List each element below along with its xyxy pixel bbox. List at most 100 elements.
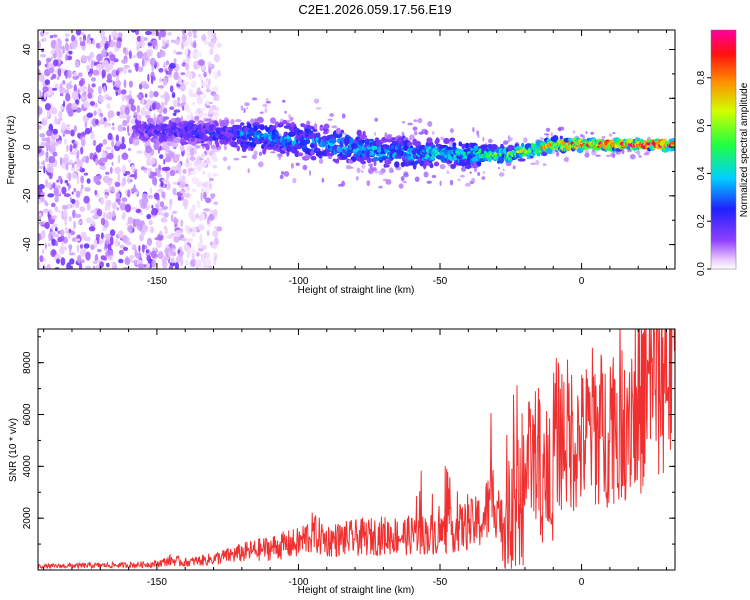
noise-blob — [93, 239, 98, 248]
noise-blob — [147, 194, 154, 199]
noise-blob — [130, 164, 135, 172]
noise-blob — [374, 131, 377, 136]
noise-blob — [169, 169, 176, 177]
noise-blob — [215, 116, 218, 121]
noise-blob — [59, 229, 65, 236]
noise-blob — [154, 237, 161, 241]
noise-blob — [105, 96, 113, 101]
noise-blob — [186, 185, 190, 191]
noise-blob — [111, 261, 114, 267]
noise-blob — [44, 242, 47, 250]
noise-blob — [49, 35, 54, 39]
band-cell — [335, 127, 341, 135]
band-cell — [322, 131, 329, 135]
band-cell — [546, 147, 553, 154]
noise-blob — [41, 230, 46, 239]
noise-blob — [104, 233, 111, 240]
band-cell — [541, 151, 548, 157]
noise-blob — [208, 102, 214, 104]
noise-blob — [116, 207, 119, 211]
noise-blob — [160, 102, 165, 108]
band-cell — [394, 161, 400, 168]
noise-blob — [127, 175, 131, 185]
noise-blob — [227, 165, 231, 171]
noise-blob — [77, 149, 80, 157]
noise-blob — [55, 240, 59, 247]
noise-blob — [156, 199, 160, 206]
noise-blob — [585, 149, 589, 154]
noise-blob — [108, 255, 113, 261]
noise-blob — [147, 42, 153, 47]
noise-blob — [108, 184, 111, 193]
noise-blob — [193, 48, 198, 54]
noise-blob — [213, 251, 217, 257]
noise-blob — [38, 221, 45, 226]
noise-blob — [146, 158, 152, 167]
noise-blob — [91, 77, 96, 82]
noise-blob — [153, 76, 156, 81]
noise-blob — [130, 206, 138, 211]
noise-blob — [119, 143, 127, 150]
noise-blob — [89, 152, 94, 160]
noise-blob — [81, 55, 88, 63]
noise-blob — [472, 126, 475, 133]
colorbar-gradient — [711, 30, 736, 269]
noise-blob — [476, 130, 480, 134]
noise-blob — [214, 237, 219, 246]
noise-blob — [98, 95, 105, 103]
noise-blob — [196, 95, 203, 105]
noise-blob — [78, 80, 84, 87]
noise-blob — [85, 251, 91, 261]
noise-blob — [75, 99, 79, 105]
noise-blob — [43, 165, 46, 174]
noise-blob — [45, 140, 51, 150]
x-tick-label: -150 — [147, 276, 167, 287]
noise-blob — [44, 79, 51, 86]
noise-blob — [206, 79, 210, 86]
noise-blob — [71, 34, 76, 43]
noise-blob — [106, 73, 112, 82]
noise-blob — [186, 238, 194, 243]
noise-blob — [204, 103, 208, 108]
noise-blob — [58, 118, 61, 124]
noise-blob — [52, 34, 58, 38]
noise-blob — [203, 40, 210, 45]
noise-blob — [140, 81, 147, 85]
noise-blob — [151, 157, 156, 165]
noise-blob — [100, 255, 107, 261]
noise-blob — [153, 91, 159, 98]
band-cell — [238, 124, 242, 130]
noise-blob — [173, 218, 179, 225]
noise-blob — [115, 79, 121, 88]
noise-blob — [560, 126, 565, 131]
noise-blob — [523, 137, 528, 143]
noise-blob — [106, 262, 110, 268]
noise-blob — [185, 226, 193, 235]
band-cell — [214, 121, 219, 127]
noise-blob — [38, 233, 41, 242]
noise-blob — [327, 118, 333, 121]
noise-blob — [283, 171, 290, 177]
noise-blob — [107, 152, 114, 160]
spectrogram-x-ticks: -150 -100 -50 0 — [43, 30, 668, 287]
noise-blob — [83, 91, 87, 95]
noise-blob — [413, 131, 418, 136]
noise-blob — [289, 116, 294, 122]
noise-blob — [53, 187, 59, 196]
noise-blob — [127, 216, 133, 225]
band-cell — [150, 121, 156, 125]
noise-blob — [128, 80, 133, 88]
noise-blob — [102, 175, 110, 183]
noise-blob — [38, 199, 42, 204]
noise-blob — [172, 99, 178, 108]
noise-blob — [136, 105, 140, 114]
noise-blob — [50, 202, 56, 208]
noise-blob — [150, 210, 157, 216]
x-tick-label: 0 — [579, 276, 585, 287]
noise-blob — [169, 247, 173, 253]
band-cell — [373, 160, 377, 166]
noise-blob — [292, 178, 297, 184]
noise-blob — [270, 151, 276, 154]
band-cell — [335, 158, 340, 164]
noise-blob — [100, 30, 105, 39]
